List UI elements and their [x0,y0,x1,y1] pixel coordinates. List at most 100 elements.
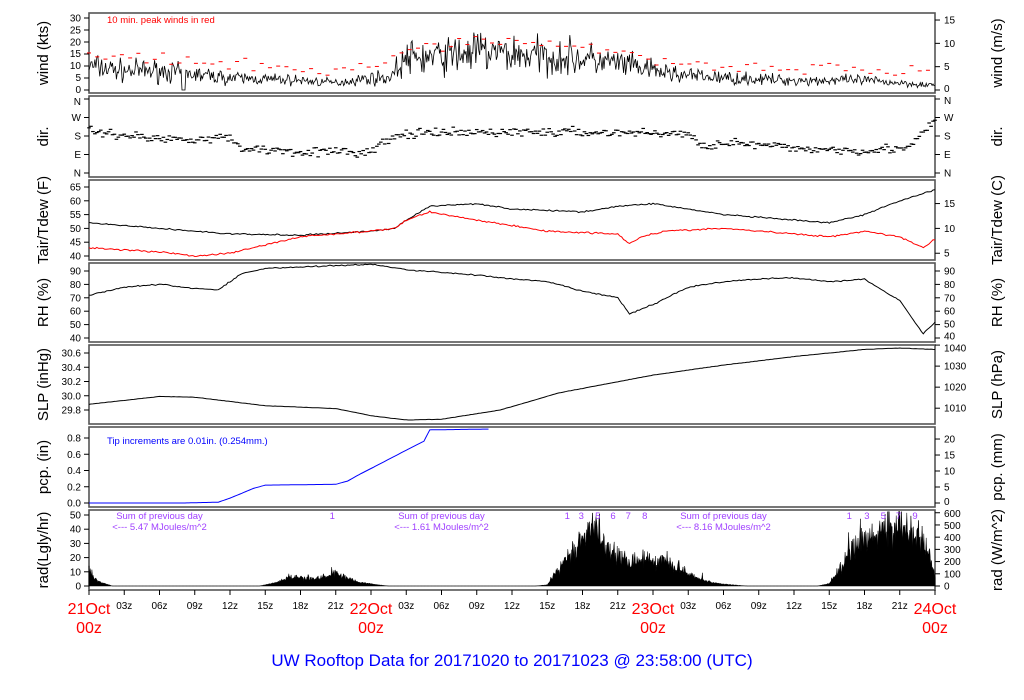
panels: wind (kts) wind (m/s)05101520253005101510… [35,12,1006,593]
x-date-hour-label: 00z [358,620,384,637]
pcp-ylabel-right: pcp. (mm) [989,433,1006,501]
rad-frame [88,509,936,591]
panel-slp: SLP (inHg) SLP (hPa) 29.8 30.0 30.2 30.4 30.6 1… [35,343,1006,425]
panel-temp: Tair/Tdew (F) Tair/Tdew (C) 40 45 50 55 60 65 5 1… [35,175,1006,265]
precipitation-line [89,428,489,504]
dewpoint-line [88,210,936,258]
hour-marker: 1 [330,511,335,522]
dir-tick-label-left: W [72,113,82,124]
hour-marker: 9 [912,511,917,522]
x-date-hour-label: 00z [76,620,102,637]
rh-tick-label-left: 50 [70,320,82,331]
slp-tick-label-right: 1030 [944,362,967,373]
day-sum-label: Sum of previous day [680,511,767,522]
x-hour-label: 21z [328,601,344,612]
wind-tick-label-left: 15 [70,49,82,60]
rh-frame [88,262,936,343]
x-hour-label: 15z [821,601,837,612]
slp-tick-label-left: 30.0 [62,391,82,402]
rad-tick-label-right: 200 [944,557,961,568]
slp-tick-label-left: 30.2 [62,377,82,388]
slp-tick-label-right: 1040 [944,343,967,354]
rh-tick-label-right: 50 [944,319,956,330]
rad-tick-label-right: 600 [944,509,961,520]
slp-tick-label-right: 1020 [944,383,967,394]
temp-tick-label-right: 5 [944,249,950,260]
temp-tick-label-left: 65 [70,183,82,194]
rh-tick-label-right: 40 [944,331,956,342]
slp-ylabel-left: SLP (inHg) [35,348,52,421]
rad-tick-label-right: 0 [944,582,950,593]
pcp-tick-label-right: 20 [944,435,956,446]
rad-tick-label-right: 500 [944,521,961,532]
x-hour-label: 18z [856,601,872,612]
pcp-tick-label-right: 0 [944,497,950,508]
x-hour-label: 21z [610,601,626,612]
rh-tick-label-left: 40 [70,334,82,345]
temp-tick-label-left: 50 [70,224,82,235]
temp-frame [88,179,936,261]
rad-tick-label-left: 10 [70,567,82,578]
pcp-tick-label-right: 5 [944,483,950,494]
x-hour-label: 03z [398,601,414,612]
rad-ylabel-left: rad(Lgly/hr) [35,512,52,589]
pcp-tick-label-left: 0.2 [67,482,81,493]
dir-tick-label-right: E [944,150,951,161]
slp-tick-label-left: 30.4 [62,363,82,374]
radiation-area [88,511,936,587]
hour-marker: 5 [595,511,600,522]
dir-tick-label-right: S [944,132,951,143]
rad-tick-label-right: 400 [944,533,961,544]
day-sum-value: <--- 8.16 MJoules/m^2 [676,522,770,533]
slp-tick-label-right: 1010 [944,404,967,415]
hour-marker: 8 [642,511,647,522]
rad-tick-label-left: 20 [70,553,82,564]
dir-tick-label-left: N [74,97,81,108]
rh-tick-label-right: 60 [944,307,956,318]
wind-tick-label-left: 20 [70,37,82,48]
panel-rad: rad(Lgly/hr) rad (W/m^2)01020304050010020… [35,509,1006,593]
x-date-label: 21Oct [68,601,111,618]
hour-marker: 1 [565,511,570,522]
x-date-label: 24Oct [914,601,957,618]
dir-ylabel-right: dir. [989,126,1006,146]
temp-tick-label-right: 10 [944,224,956,235]
rad-tick-label-left: 0 [75,582,81,593]
wind-tick-label-left: 10 [70,61,82,72]
wind-tick-label-right: 5 [944,62,950,73]
slp-tick-label-left: 30.6 [62,349,82,360]
x-hour-label: 15z [539,601,555,612]
rad-tick-label-right: 100 [944,569,961,580]
dir-tick-label-left: E [74,150,81,161]
wind-speed-line [88,32,936,91]
x-hour-label: 03z [680,601,696,612]
x-hour-label: 09z [469,601,485,612]
rh-ylabel-left: RH (%) [35,278,52,327]
rh-tick-label-left: 80 [70,280,82,291]
rh-tick-label-left: 70 [70,293,82,304]
pcp-tick-label-left: 0.4 [67,466,81,477]
day-sum-value: <--- 1.61 MJoules/m^2 [394,522,488,533]
dir-ylabel-left: dir. [35,126,52,146]
x-hour-label: 12z [222,601,238,612]
x-hour-label: 21z [892,601,908,612]
temp-tick-label-left: 45 [70,238,82,249]
dir-tick-label-left: N [74,169,81,180]
dir-tick-label-right: N [944,169,951,180]
x-date-label: 23Oct [632,601,675,618]
day-sum-label: Sum of previous day [398,511,485,522]
slp-ylabel-right: SLP (hPa) [989,350,1006,419]
temp-ylabel-right: Tair/Tdew (C) [989,175,1006,265]
rh-ylabel-right: RH (%) [989,278,1006,327]
pcp-frame [88,426,936,508]
slp-tick-label-left: 29.8 [62,406,82,417]
wind-ylabel-left: wind (kts) [35,21,52,86]
x-hour-label: 18z [574,601,590,612]
wind-tick-label-right: 0 [944,84,950,95]
hour-marker: 3 [579,511,584,522]
rh-tick-label-left: 60 [70,307,82,318]
wind-tick-label-left: 25 [70,26,82,37]
wind-tick-label-left: 30 [70,14,82,25]
